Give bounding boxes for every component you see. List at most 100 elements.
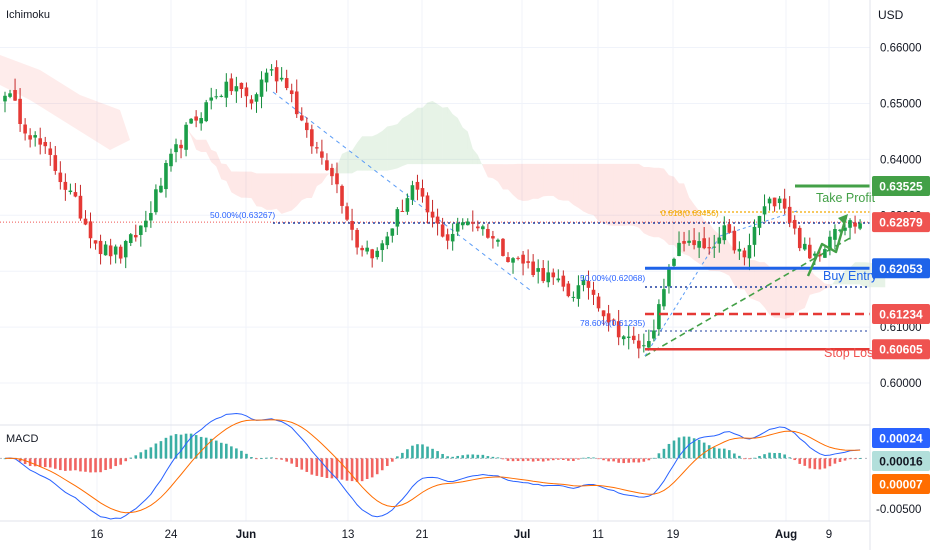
candle-body bbox=[591, 289, 596, 295]
candle-body bbox=[279, 77, 284, 80]
candle bbox=[556, 269, 561, 283]
candle-body bbox=[249, 99, 254, 104]
price-tick-label: 0.60000 bbox=[880, 378, 922, 390]
candle-body bbox=[98, 240, 103, 255]
candle bbox=[133, 224, 138, 242]
macd-histogram-bar bbox=[179, 434, 183, 459]
candle-body bbox=[128, 234, 133, 243]
candle bbox=[53, 146, 58, 175]
candle-body bbox=[697, 241, 701, 248]
time-tick-label: 24 bbox=[165, 529, 178, 541]
candle bbox=[420, 179, 425, 203]
indicator-label: Ichimoku bbox=[6, 9, 50, 21]
macd-histogram-bar bbox=[823, 458, 827, 469]
macd-histogram-bar bbox=[602, 458, 605, 461]
candle-body bbox=[269, 69, 274, 71]
candle-body bbox=[707, 247, 711, 249]
time-tick-label: 21 bbox=[416, 529, 429, 541]
candle-body bbox=[848, 220, 852, 228]
candle-body bbox=[823, 249, 827, 258]
candle-body bbox=[169, 153, 173, 167]
cloud-segment bbox=[437, 104, 443, 165]
candle bbox=[455, 217, 460, 236]
candle bbox=[179, 139, 183, 159]
macd-histogram-bar bbox=[536, 458, 540, 461]
macd-histogram-bar bbox=[838, 458, 842, 462]
fib-50-left-label: 50.00%(0.63267) bbox=[210, 210, 275, 220]
price-badge: 0.00016 bbox=[872, 451, 930, 471]
candle-body bbox=[305, 122, 309, 131]
macd-histogram-bar bbox=[375, 458, 379, 475]
candle-body bbox=[410, 185, 415, 200]
macd-histogram-bar bbox=[290, 458, 294, 464]
macd-histogram-bar bbox=[54, 458, 57, 469]
macd-histogram-bar bbox=[300, 458, 304, 470]
candle-body bbox=[631, 335, 636, 341]
macd-histogram-bar bbox=[557, 458, 560, 460]
macd-histogram-bar bbox=[335, 458, 339, 479]
macd-histogram-bar bbox=[612, 458, 615, 462]
price-tick-label: 0.61000 bbox=[880, 322, 922, 334]
candle-body bbox=[224, 81, 229, 98]
candle bbox=[430, 199, 435, 228]
cloud-segment bbox=[568, 163, 574, 205]
candle bbox=[531, 254, 535, 278]
candle bbox=[224, 73, 229, 108]
drawing-annotations[interactable] bbox=[645, 184, 870, 351]
candle-body bbox=[123, 240, 128, 258]
candle bbox=[526, 249, 530, 269]
candle bbox=[571, 291, 576, 302]
candle-body bbox=[139, 225, 143, 235]
macd-line bbox=[4, 413, 861, 520]
macd-histogram-bar bbox=[793, 458, 797, 461]
candle bbox=[274, 60, 279, 93]
cloud-segment bbox=[845, 267, 851, 285]
cloud-segment bbox=[387, 125, 393, 171]
candle-body bbox=[762, 206, 767, 215]
candle bbox=[78, 184, 83, 221]
candle bbox=[682, 231, 686, 252]
macd-histogram-bar bbox=[446, 456, 449, 459]
macd-histogram-bar bbox=[712, 447, 716, 459]
time-axis[interactable]: 16 24 Jun 13 21 Jul 11 19 Aug 9 bbox=[91, 529, 833, 541]
candle-body bbox=[315, 147, 319, 149]
badge-value: 0.62879 bbox=[879, 216, 923, 230]
candle bbox=[546, 260, 551, 288]
candle bbox=[516, 256, 520, 261]
candle-body bbox=[325, 160, 329, 171]
badge-value: 0.60605 bbox=[879, 343, 923, 357]
cloud-segment bbox=[628, 163, 634, 226]
candle-body bbox=[284, 78, 289, 89]
time-tick-label: Jun bbox=[236, 529, 256, 541]
cloud-segment bbox=[658, 167, 664, 240]
macd-histogram-bar bbox=[330, 458, 334, 479]
candle bbox=[284, 69, 289, 91]
candle bbox=[28, 128, 32, 148]
candle bbox=[118, 244, 123, 264]
candle bbox=[491, 230, 495, 249]
stop-loss-label: Stop Loss bbox=[824, 346, 880, 360]
candle-body bbox=[149, 213, 153, 221]
macd-histogram-bar bbox=[818, 458, 822, 470]
macd-histogram-bar bbox=[546, 458, 550, 461]
candle-body bbox=[687, 240, 691, 243]
cloud-segment bbox=[553, 163, 559, 200]
candle bbox=[853, 215, 857, 234]
macd-histogram-bar bbox=[722, 448, 726, 459]
candle bbox=[380, 240, 385, 262]
candle bbox=[757, 215, 762, 236]
macd-histogram-bar bbox=[355, 458, 359, 482]
macd-histogram-bar bbox=[753, 457, 756, 459]
macd-histogram-bar bbox=[697, 439, 701, 459]
candle-body bbox=[506, 257, 510, 262]
macd-pane[interactable] bbox=[0, 413, 870, 520]
macd-histogram-bar bbox=[738, 455, 741, 459]
candle bbox=[440, 217, 445, 238]
badge-bg bbox=[872, 474, 930, 494]
candle bbox=[113, 244, 118, 264]
macd-histogram-bar bbox=[637, 458, 641, 463]
macd-histogram-bar bbox=[531, 458, 535, 462]
candle-body bbox=[496, 239, 500, 242]
projection-arrow bbox=[806, 216, 848, 277]
